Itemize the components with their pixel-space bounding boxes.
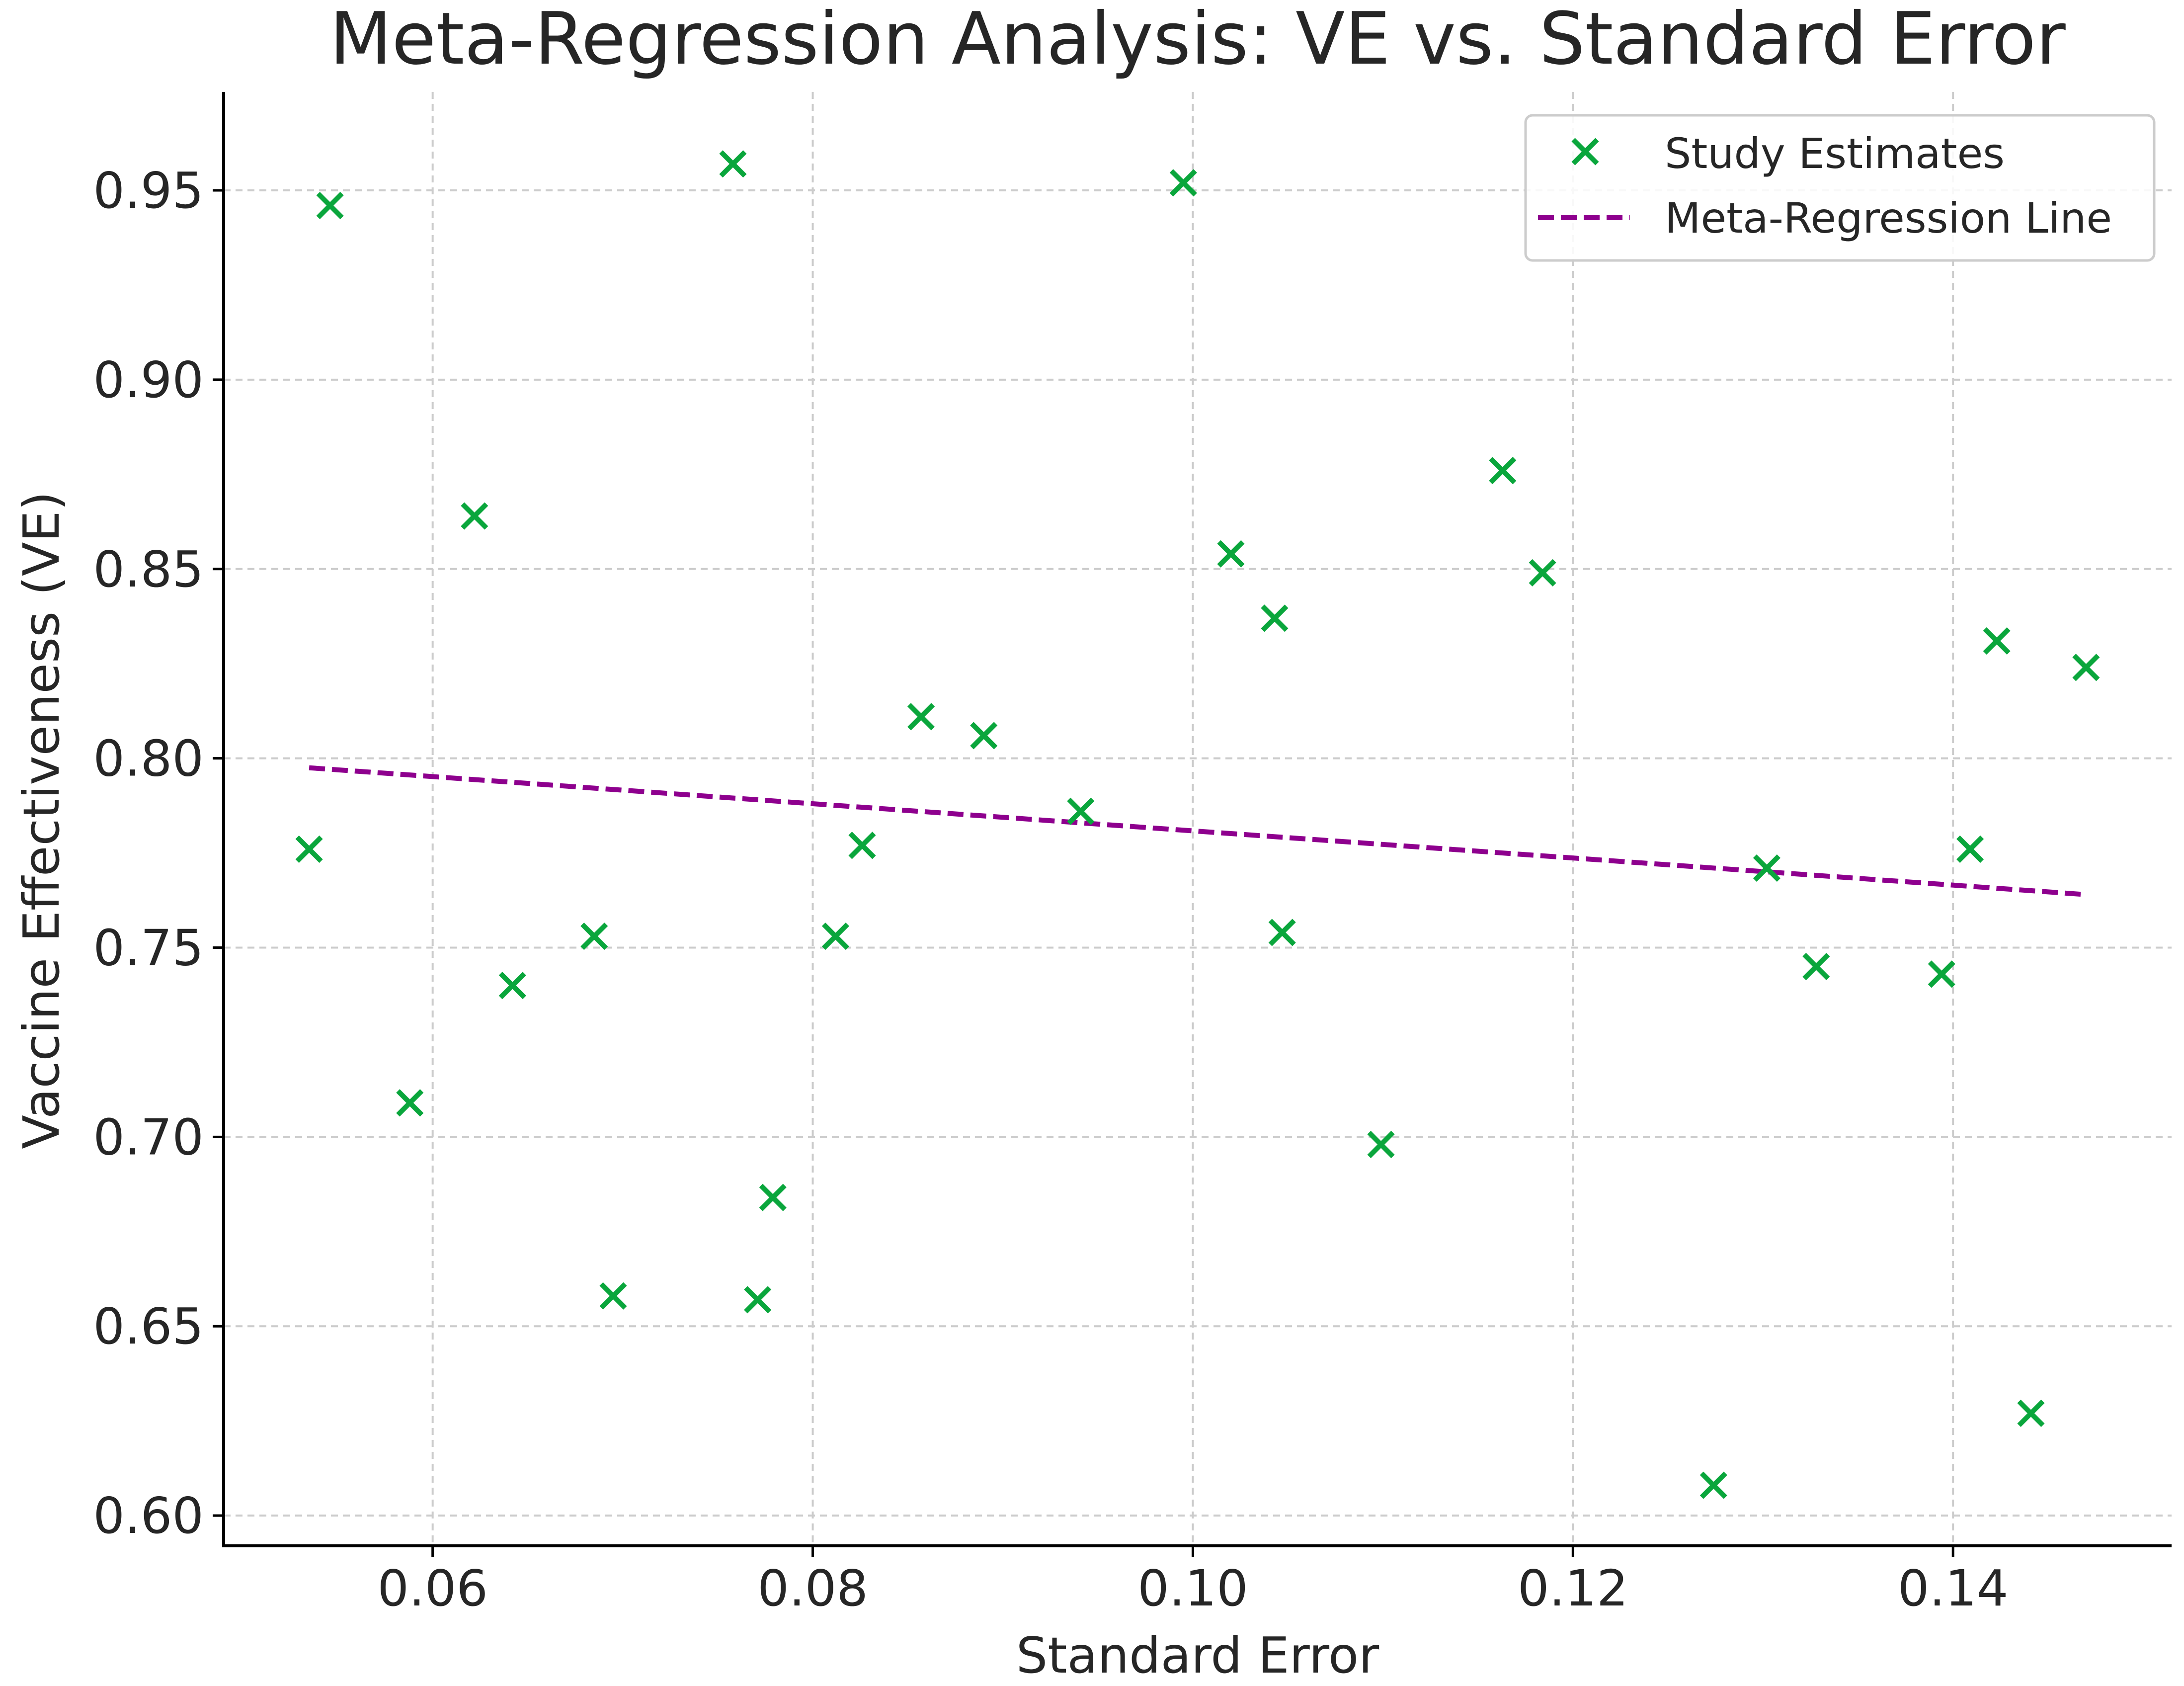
y-tick-label: 0.95 <box>93 162 204 220</box>
study-point-stroke <box>1489 457 1517 485</box>
y-tick-label: 0.85 <box>93 540 204 598</box>
study-point <box>1169 169 1197 197</box>
study-point <box>744 1286 772 1314</box>
study-point <box>970 722 998 750</box>
study-point <box>1067 797 1095 825</box>
study-point-stroke <box>759 1183 787 1211</box>
study-point-stroke <box>1802 953 1830 981</box>
study-point <box>719 150 747 178</box>
study-point-stroke <box>1753 854 1780 882</box>
study-point <box>1753 854 1780 882</box>
study-point <box>759 1183 787 1211</box>
study-point <box>1983 627 2011 655</box>
y-tick-label: 0.90 <box>93 351 204 409</box>
study-point <box>316 191 344 220</box>
study-point-stroke <box>461 502 488 530</box>
study-point-stroke <box>316 191 344 220</box>
study-point-stroke <box>580 923 608 950</box>
x-axis-ticks: 0.06 0.08 0.10 0.12 0.14 <box>377 1546 2009 1617</box>
study-point-stroke <box>1983 627 2011 655</box>
legend-label-meta-regression: Meta-Regression Line <box>1665 194 2112 243</box>
study-points-layer <box>295 150 2100 1499</box>
study-point-stroke <box>744 1286 772 1314</box>
legend-box <box>1524 114 2156 262</box>
study-point-stroke <box>498 972 526 1000</box>
study-point <box>2072 654 2100 681</box>
study-point <box>1802 953 1830 981</box>
grid-lines <box>224 92 2172 1546</box>
study-point <box>1261 604 1289 632</box>
study-point-stroke <box>719 150 747 178</box>
study-point <box>498 972 526 1000</box>
study-point-stroke <box>821 923 849 950</box>
x-tick-label: 0.14 <box>1898 1559 2009 1617</box>
study-point-stroke <box>599 1282 627 1310</box>
study-point-stroke <box>2072 654 2100 681</box>
y-tick-label: 0.75 <box>93 919 204 977</box>
study-point-stroke <box>907 703 935 731</box>
study-point-stroke <box>970 722 998 750</box>
study-point-stroke <box>1268 919 1296 946</box>
study-point <box>580 923 608 950</box>
study-point-stroke <box>2017 1399 2045 1427</box>
x-tick-label: 0.12 <box>1518 1559 1628 1617</box>
study-point <box>2017 1399 2045 1427</box>
chart-title: Meta-Regression Analysis: VE vs. Standar… <box>329 0 2066 81</box>
study-point <box>907 703 935 731</box>
study-point-stroke <box>1928 960 1955 988</box>
y-tick-label: 0.65 <box>93 1297 204 1355</box>
study-point-stroke <box>1067 797 1095 825</box>
y-tick-label: 0.70 <box>93 1108 204 1166</box>
study-point <box>821 923 849 950</box>
x-axis-label: Standard Error <box>1016 1626 1379 1684</box>
x-tick-label: 0.08 <box>757 1559 868 1617</box>
study-point <box>599 1282 627 1310</box>
study-point-stroke <box>295 835 323 863</box>
x-tick-label: 0.10 <box>1137 1559 1248 1617</box>
study-point-stroke <box>1699 1471 1727 1499</box>
study-point-stroke <box>1529 559 1556 587</box>
study-point <box>848 832 876 859</box>
x-tick-label: 0.06 <box>377 1559 488 1617</box>
study-point <box>461 502 488 530</box>
y-axis-label: Vaccine Effectiveness (VE) <box>12 491 71 1149</box>
y-tick-label: 0.60 <box>93 1487 204 1545</box>
study-point <box>1928 960 1955 988</box>
study-point-stroke <box>1956 835 1984 863</box>
study-point <box>295 835 323 863</box>
study-point-stroke <box>1169 169 1197 197</box>
study-point <box>1699 1471 1727 1499</box>
y-axis-ticks: 0.60 0.65 0.70 0.75 0.80 0.85 0.90 0.95 <box>93 162 224 1545</box>
study-point-stroke <box>1367 1131 1395 1159</box>
study-point <box>1268 919 1296 946</box>
legend: Study Estimates Meta-Regression Line <box>1524 114 2156 262</box>
study-point <box>1529 559 1556 587</box>
study-point <box>1367 1131 1395 1159</box>
study-point <box>1956 835 1984 863</box>
study-point <box>396 1089 424 1117</box>
study-point-stroke <box>1261 604 1289 632</box>
study-point-stroke <box>396 1089 424 1117</box>
legend-label-study-estimates: Study Estimates <box>1665 129 2005 178</box>
legend-marker-stroke <box>1571 138 1599 166</box>
y-tick-label: 0.80 <box>93 730 204 788</box>
study-point-stroke <box>1217 540 1245 568</box>
legend-marker-study-estimates <box>1571 138 1599 166</box>
study-point-stroke <box>848 832 876 859</box>
study-point <box>1489 457 1517 485</box>
study-point <box>1217 540 1245 568</box>
